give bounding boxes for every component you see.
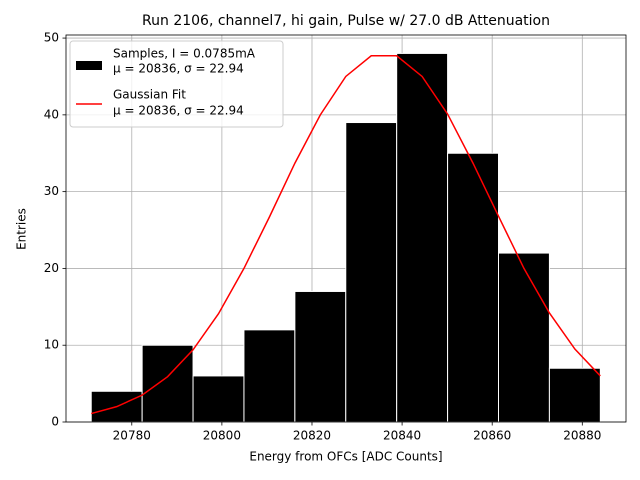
ticks: 20780 20800 20820 20840 20860 20880 0 10 20 30 40 5… [44, 31, 602, 443]
bar [192, 375, 245, 423]
legend-label: Gaussian Fit [113, 88, 186, 102]
y-tick-label: 0 [51, 415, 59, 429]
axes-frame [65, 34, 627, 423]
x-axis-label: Energy from OFCs [ADC Counts] [249, 450, 442, 464]
y-tick-label: 20 [44, 261, 59, 275]
bar [141, 344, 194, 423]
bar [548, 367, 601, 423]
y-axis-label: Entries [15, 208, 29, 250]
x-tick-label: 20820 [293, 429, 331, 443]
plot-area [90, 52, 601, 423]
bar [396, 52, 449, 423]
bar [447, 152, 500, 423]
y-tick-label: 50 [44, 31, 59, 45]
bar [498, 252, 550, 423]
chart-title: Run 2106, channel7, hi gain, Pulse w/ 27… [142, 13, 550, 29]
fit-line [91, 54, 601, 415]
x-tick-label: 20800 [203, 429, 241, 443]
y-tick-label: 30 [44, 184, 59, 198]
x-tick-label: 20840 [383, 429, 421, 443]
y-tick-label: 10 [44, 338, 59, 352]
legend-swatch [76, 61, 102, 70]
bar [345, 122, 398, 423]
legend-label: Samples, I = 0.0785mA [113, 47, 256, 61]
bar [243, 329, 296, 423]
x-tick-label: 20780 [113, 429, 151, 443]
legend-box [69, 40, 284, 128]
x-tick-label: 20880 [563, 429, 601, 443]
y-tick-label: 40 [44, 107, 59, 121]
legend-label: μ = 20836, σ = 22.94 [113, 62, 244, 76]
bar [294, 290, 347, 423]
legend-label: μ = 20836, σ = 22.94 [113, 104, 244, 118]
x-tick-label: 20860 [473, 429, 511, 443]
